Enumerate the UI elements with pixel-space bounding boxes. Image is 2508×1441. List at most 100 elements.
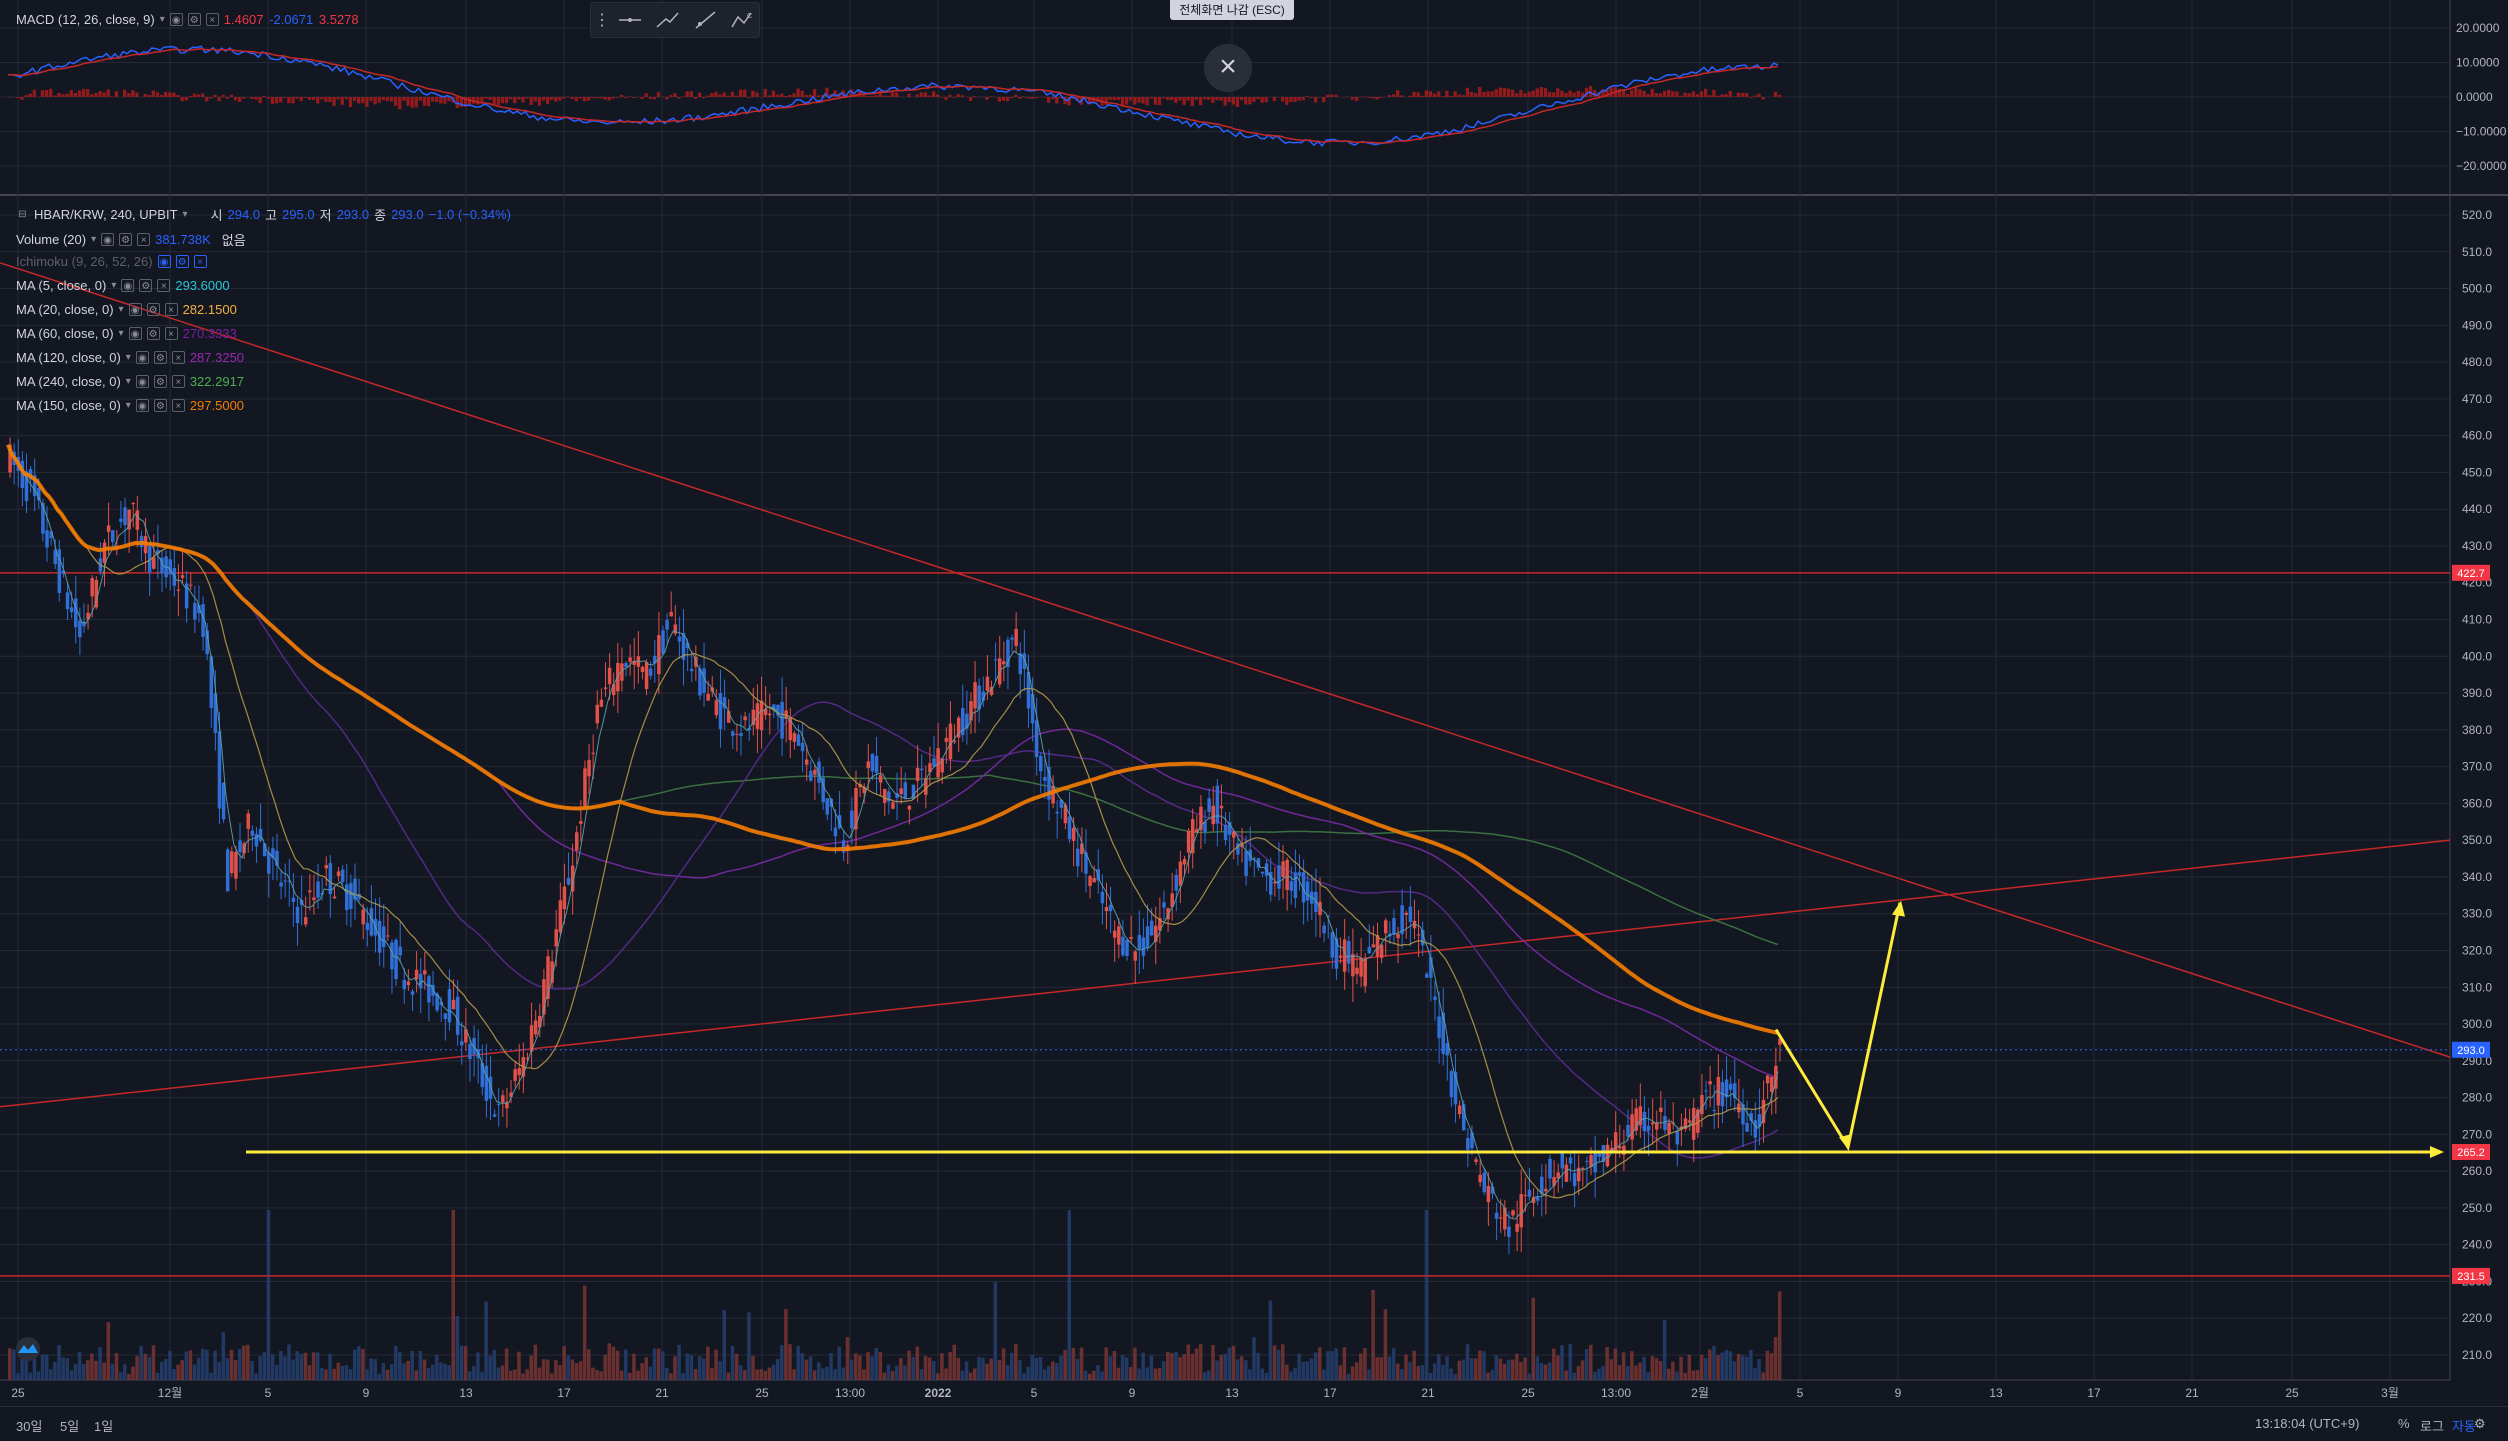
eye-icon[interactable]: ◉ (136, 399, 149, 412)
volume-bar (61, 1357, 65, 1380)
macd-histogram-bar (94, 93, 97, 97)
volume-bar (1495, 1355, 1499, 1380)
volume-bar (534, 1345, 538, 1380)
settings-icon[interactable]: ⚙ (119, 233, 132, 246)
eye-icon[interactable]: ◉ (136, 375, 149, 388)
timeframe-30d[interactable]: 30일 (16, 1416, 42, 1435)
eye-icon[interactable]: ◉ (101, 233, 114, 246)
close-icon[interactable]: × (172, 375, 185, 388)
ray-line-icon[interactable] (688, 5, 722, 35)
candle-body (1565, 1165, 1569, 1182)
collapse-icon[interactable]: ⊟ (16, 208, 29, 221)
indicator-value: 287.3250 (190, 350, 244, 365)
symbol-name[interactable]: HBAR/KRW, 240, UPBIT (34, 207, 178, 222)
close-icon[interactable]: × (172, 351, 185, 364)
time-axis-label: 9 (1129, 1386, 1136, 1400)
horizontal-line-icon[interactable] (613, 5, 647, 35)
close-icon[interactable]: × (172, 399, 185, 412)
close-icon[interactable]: × (165, 327, 178, 340)
candle-body (1614, 1132, 1618, 1152)
pattern-icon[interactable]: C (726, 5, 760, 35)
clock[interactable]: 13:18:04 (UTC+9) (2255, 1416, 2359, 1431)
candle-body (152, 557, 156, 568)
candle-body (945, 738, 949, 742)
volume-bar (895, 1366, 899, 1380)
close-icon[interactable]: × (137, 233, 150, 246)
timeframe-5d[interactable]: 5일 (60, 1416, 79, 1435)
eye-icon[interactable]: ◉ (136, 351, 149, 364)
eye-icon[interactable]: ◉ (121, 279, 134, 292)
chevron-down-icon[interactable]: ▾ (119, 304, 124, 315)
eye-icon[interactable]: ◉ (129, 303, 142, 316)
volume-bar (698, 1356, 702, 1380)
auto-scale-button[interactable]: 자동 (2452, 1416, 2476, 1435)
macd-histogram-bar (1519, 90, 1522, 97)
candle-body (296, 907, 300, 923)
chevron-down-icon[interactable]: ▾ (126, 376, 131, 387)
settings-icon[interactable]: ⚙ (139, 279, 152, 292)
chevron-down-icon[interactable]: ▾ (91, 234, 96, 245)
close-icon[interactable]: × (194, 255, 207, 268)
indicator-name[interactable]: MA (120, close, 0) (16, 350, 121, 365)
eye-icon[interactable]: ◉ (129, 327, 142, 340)
settings-icon[interactable]: ⚙ (154, 351, 167, 364)
settings-icon[interactable]: ⚙ (147, 327, 160, 340)
percent-scale-button[interactable]: % (2398, 1416, 2410, 1431)
indicator-name[interactable]: MA (240, close, 0) (16, 374, 121, 389)
macd-histogram-bar (49, 89, 52, 97)
trend-line-icon[interactable] (651, 5, 685, 35)
settings-icon[interactable]: ⚙ (154, 375, 167, 388)
macd-histogram-bar (497, 97, 500, 105)
settings-icon[interactable]: ⚙ (147, 303, 160, 316)
eye-icon[interactable]: ◉ (170, 13, 183, 26)
chevron-down-icon[interactable]: ▾ (183, 209, 188, 220)
price-axis-label: 330.0 (2462, 907, 2492, 921)
price-axis-label: 280.0 (2462, 1091, 2492, 1105)
settings-icon[interactable]: ⚙ (154, 399, 167, 412)
candle-body (1754, 1120, 1758, 1137)
indicator-name[interactable]: MA (5, close, 0) (16, 278, 106, 293)
chevron-down-icon[interactable]: ▾ (111, 280, 116, 291)
volume-bar (361, 1349, 365, 1380)
volume-bar (780, 1345, 784, 1380)
macd-histogram-bar (1252, 97, 1255, 102)
candle-body (768, 714, 772, 716)
settings-icon[interactable]: ⚙ (176, 255, 189, 268)
macd-histogram-bar (1228, 97, 1231, 102)
macd-histogram-bar (1425, 91, 1428, 97)
price-axis-label: 450.0 (2462, 465, 2492, 479)
candle-body (337, 871, 341, 875)
chevron-down-icon[interactable]: ▾ (126, 400, 131, 411)
macd-histogram-bar (353, 97, 356, 101)
macd-histogram-bar (1544, 88, 1547, 97)
close-icon[interactable]: × (157, 279, 170, 292)
chevron-down-icon[interactable]: ▾ (126, 352, 131, 363)
timeframe-1d[interactable]: 1일 (94, 1416, 113, 1435)
indicator-name[interactable]: Ichimoku (9, 26, 52, 26) (16, 254, 153, 269)
indicator-name[interactable]: MA (60, close, 0) (16, 326, 114, 341)
candle-body (398, 947, 402, 956)
gear-icon[interactable]: ⚙ (2474, 1416, 2486, 1432)
close-icon[interactable]: × (1204, 44, 1252, 92)
log-scale-button[interactable]: 로그 (2420, 1416, 2444, 1435)
close-icon[interactable]: × (165, 303, 178, 316)
settings-icon[interactable]: ⚙ (188, 13, 201, 26)
indicator-name[interactable]: MA (20, close, 0) (16, 302, 114, 317)
candle-body (361, 910, 365, 925)
time-axis-label: 17 (557, 1386, 571, 1400)
volume-bar (217, 1362, 221, 1380)
macd-histogram-bar (378, 97, 381, 103)
chevron-down-icon[interactable]: ▾ (119, 328, 124, 339)
indicator-name[interactable]: Volume (20) (16, 232, 86, 247)
drag-handle-icon[interactable]: ⋮ (595, 5, 609, 35)
candle-body (74, 598, 78, 627)
indicator-name[interactable]: MA (150, close, 0) (16, 398, 121, 413)
chevron-down-icon[interactable]: ▾ (160, 14, 165, 25)
eye-icon[interactable]: ◉ (158, 255, 171, 268)
macd-histogram-bar (1191, 97, 1194, 106)
volume-bar (1380, 1357, 1384, 1380)
macd-histogram-bar (887, 96, 890, 97)
fullscreen-exit-hint[interactable]: 전체화면 나감 (ESC) (1170, 0, 1294, 20)
macd-histogram-bar (1129, 97, 1132, 101)
close-icon[interactable]: × (206, 13, 219, 26)
